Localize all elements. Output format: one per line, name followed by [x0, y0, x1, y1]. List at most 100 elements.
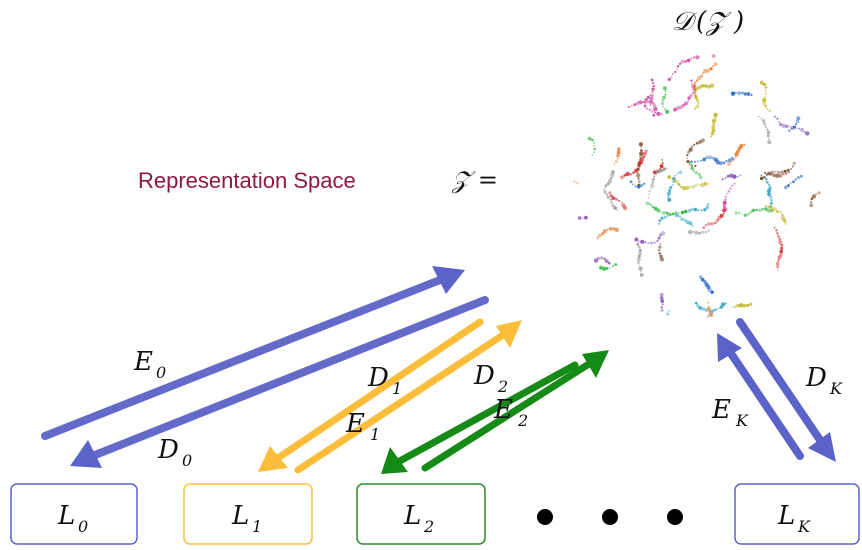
cloud-point [636, 173, 641, 178]
cloud-point [695, 79, 699, 82]
cloud-point [693, 56, 696, 59]
cloud-point [764, 205, 768, 208]
cloud-point [651, 181, 654, 184]
svg-text:2: 2 [497, 377, 508, 396]
cloud-point [660, 216, 664, 220]
cloud-point [811, 194, 816, 199]
cloud-point [766, 172, 770, 176]
cloud-point [721, 302, 726, 307]
cloud-point [687, 208, 692, 213]
cloud-point [710, 290, 714, 294]
cloud-point [778, 237, 782, 241]
cloud-point [723, 212, 725, 215]
cloud-point [695, 55, 700, 60]
cloud-point [623, 205, 628, 211]
cloud-point [701, 230, 705, 234]
cloud-point [722, 200, 727, 205]
cloud-point [630, 104, 633, 107]
cloud-point [576, 182, 579, 185]
svg-text:L: L [231, 501, 249, 531]
cloud-point [674, 174, 677, 177]
cloud-point [782, 173, 785, 176]
cloud-point [780, 243, 784, 247]
cloud-point [737, 91, 742, 96]
cloud-point [593, 147, 596, 151]
cloud-point [611, 204, 615, 207]
cloud-point [797, 127, 801, 130]
layer-box-lk: L K [734, 483, 860, 545]
cloud-point [734, 156, 737, 159]
cloud-point [608, 261, 611, 265]
distribution-paren-open: ( [696, 7, 707, 37]
cloud-point [663, 108, 667, 111]
cloud-point [691, 185, 696, 189]
cloud-point [659, 254, 663, 258]
cloud-point [758, 115, 760, 118]
cloud-point [689, 93, 693, 98]
cloud-point [681, 103, 686, 107]
cloud-point [713, 112, 718, 117]
cloud-point [650, 78, 654, 82]
cloud-point [647, 196, 650, 199]
cloud-point [705, 156, 709, 160]
cloud-point [663, 215, 667, 219]
cloud-point [773, 115, 777, 119]
svg-text:E: E [345, 409, 365, 439]
cloud-point [700, 209, 703, 212]
cloud-point [761, 119, 766, 123]
cloud-point [775, 173, 780, 178]
cloud-point [790, 127, 793, 130]
cloud-point [690, 164, 693, 167]
cloud-point [794, 178, 797, 181]
cloud-point [651, 91, 653, 94]
cloud-point [650, 187, 652, 190]
cloud-point [632, 171, 635, 175]
cloud-point [723, 207, 728, 212]
cloud-point [662, 86, 667, 91]
cloud-point [636, 257, 641, 262]
cloud-point [678, 170, 683, 175]
cloud-point [769, 172, 773, 176]
cloud-point [662, 167, 667, 171]
cloud-point [604, 259, 609, 264]
cloud-point [708, 305, 710, 307]
cloud-point [656, 208, 661, 213]
decoder-arrow-dk [736, 318, 836, 462]
cloud-point [710, 131, 715, 136]
cloud-point [680, 217, 684, 221]
cloud-point [722, 204, 726, 208]
cloud-point [651, 94, 654, 97]
cloud-point [697, 85, 702, 90]
cloud-point [769, 206, 775, 211]
cloud-point [706, 285, 711, 290]
cloud-point [596, 236, 600, 240]
cloud-point [659, 296, 664, 300]
cloud-point [637, 261, 640, 265]
cloud-point [659, 257, 665, 262]
cloud-point [660, 306, 663, 309]
cloud-point [666, 214, 669, 217]
label-e2: E 2 [493, 395, 528, 430]
cloud-point [676, 65, 680, 68]
cloud-point [617, 147, 621, 151]
cloud-point [707, 183, 710, 185]
cloud-point [662, 95, 666, 100]
cloud-point [776, 210, 779, 213]
cloud-point [776, 232, 779, 235]
cloud-point [709, 67, 713, 71]
cloud-point [699, 275, 703, 279]
ellipsis [537, 509, 683, 525]
cloud-point [710, 222, 714, 226]
cloud-point [698, 183, 701, 186]
cloud-point [781, 213, 784, 217]
cloud-point [653, 104, 657, 108]
cloud-point [614, 197, 618, 201]
cloud-point [612, 227, 616, 231]
cloud-point [703, 69, 708, 74]
cloud-point [810, 201, 813, 204]
cloud-point [610, 200, 614, 205]
cloud-point [654, 112, 657, 114]
cloud-point [608, 227, 613, 231]
cloud-point [671, 183, 674, 187]
cloud-point [584, 215, 588, 220]
